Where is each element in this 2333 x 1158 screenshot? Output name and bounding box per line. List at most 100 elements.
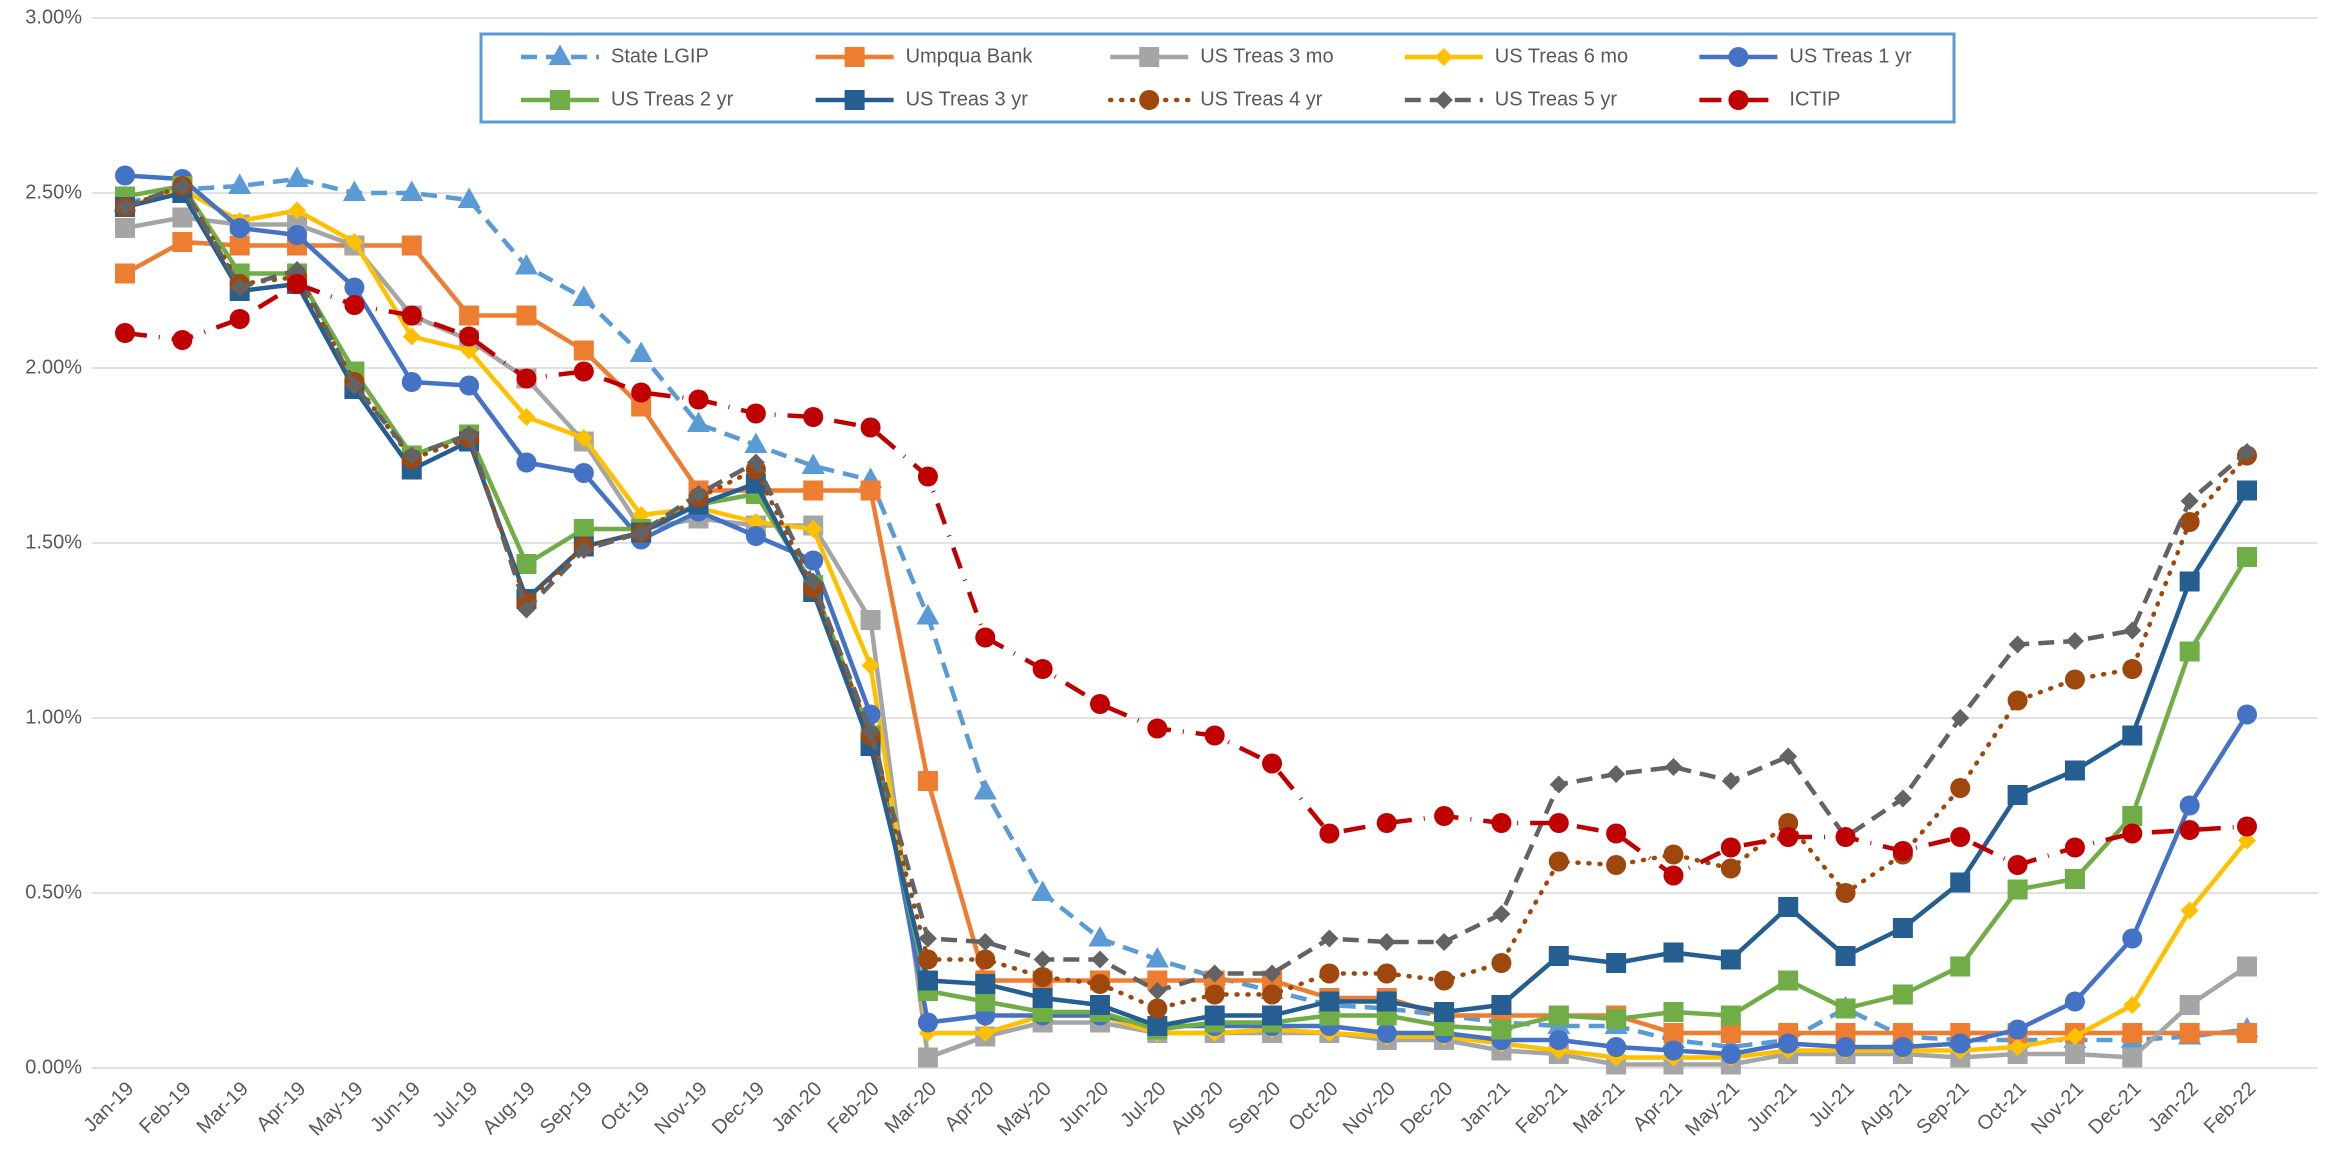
marker bbox=[1491, 995, 1512, 1015]
marker bbox=[1148, 982, 1167, 1000]
x-tick-label: Jul-20 bbox=[1117, 1078, 1171, 1132]
marker bbox=[976, 1024, 995, 1042]
marker bbox=[1606, 953, 1627, 973]
marker bbox=[631, 382, 652, 403]
marker bbox=[345, 376, 364, 395]
marker bbox=[861, 656, 880, 675]
marker bbox=[2065, 632, 2084, 650]
marker bbox=[1892, 841, 1913, 861]
marker bbox=[917, 949, 938, 970]
marker bbox=[1950, 872, 1971, 893]
legend-label: ICTIP bbox=[1789, 88, 1840, 110]
marker bbox=[1262, 753, 1283, 774]
marker bbox=[860, 417, 881, 438]
marker bbox=[689, 485, 708, 503]
marker bbox=[2007, 690, 2028, 711]
legend-item: US Treas 4 yr bbox=[1107, 88, 1323, 110]
marker bbox=[746, 513, 765, 531]
marker bbox=[1607, 765, 1626, 783]
marker bbox=[573, 361, 594, 382]
marker bbox=[115, 218, 135, 238]
marker bbox=[1893, 789, 1912, 808]
x-tick-label: Aug-21 bbox=[1855, 1078, 1916, 1139]
x-tick-label: Feb-21 bbox=[1512, 1078, 1572, 1138]
legend-label: US Treas 2 yr bbox=[611, 88, 734, 110]
series-line bbox=[124, 183, 2249, 1032]
x-tick-label: Jun-19 bbox=[366, 1078, 425, 1137]
marker bbox=[2064, 869, 2085, 889]
x-tick-label: Oct-19 bbox=[596, 1078, 654, 1136]
marker bbox=[402, 327, 421, 346]
marker bbox=[1663, 1040, 1684, 1061]
x-tick-label: Oct-21 bbox=[1973, 1078, 2031, 1136]
marker bbox=[1376, 991, 1397, 1012]
marker bbox=[1663, 1002, 1684, 1022]
marker bbox=[1145, 947, 1169, 968]
series-line bbox=[123, 239, 2247, 1036]
marker bbox=[1205, 964, 1224, 983]
marker bbox=[1139, 47, 1160, 67]
marker bbox=[116, 198, 134, 216]
marker bbox=[2179, 1023, 2200, 1043]
marker bbox=[2064, 1044, 2085, 1064]
legend-item: US Treas 1 yr bbox=[1699, 45, 1912, 67]
marker bbox=[460, 341, 479, 360]
marker bbox=[1090, 950, 1109, 969]
marker bbox=[1320, 929, 1339, 948]
marker bbox=[2007, 879, 2028, 900]
marker bbox=[2179, 995, 2200, 1015]
marker bbox=[1139, 90, 1160, 110]
marker bbox=[1606, 823, 1627, 844]
x-tick-label: Jun-21 bbox=[1743, 1078, 1802, 1137]
plot-area bbox=[113, 165, 2259, 1075]
marker bbox=[514, 254, 538, 275]
marker bbox=[804, 572, 823, 591]
series-line bbox=[124, 190, 2249, 1029]
marker bbox=[172, 232, 193, 252]
marker bbox=[2123, 621, 2142, 640]
y-tick-label: 1.50% bbox=[25, 531, 82, 553]
series-line bbox=[124, 281, 2248, 878]
x-tick-label: Sep-20 bbox=[1224, 1078, 1285, 1139]
marker bbox=[1491, 953, 1512, 973]
marker bbox=[2122, 725, 2143, 746]
marker bbox=[2179, 571, 2200, 592]
marker bbox=[460, 425, 479, 444]
legend-label: US Treas 4 yr bbox=[1200, 88, 1323, 110]
marker bbox=[1720, 837, 1741, 858]
marker bbox=[1728, 47, 1749, 67]
marker bbox=[1377, 933, 1396, 951]
series-line bbox=[124, 176, 2248, 1050]
marker bbox=[1204, 1005, 1225, 1026]
marker bbox=[1147, 1016, 1168, 1036]
marker bbox=[975, 949, 996, 970]
marker bbox=[1032, 967, 1053, 987]
marker bbox=[1720, 1005, 1741, 1026]
marker bbox=[459, 375, 480, 396]
marker bbox=[2179, 512, 2200, 532]
marker bbox=[172, 207, 193, 228]
marker bbox=[2237, 547, 2257, 567]
x-tick-label: Oct-20 bbox=[1285, 1078, 1343, 1136]
marker bbox=[1434, 970, 1455, 991]
marker bbox=[1663, 844, 1684, 865]
marker bbox=[1779, 747, 1798, 766]
marker bbox=[917, 466, 938, 487]
marker bbox=[288, 261, 307, 279]
marker bbox=[1606, 855, 1627, 875]
marker bbox=[516, 368, 537, 389]
marker bbox=[1204, 725, 1225, 746]
x-tick-label: Sep-21 bbox=[1912, 1078, 1973, 1139]
marker bbox=[1319, 991, 1340, 1012]
marker bbox=[2064, 837, 2085, 858]
series-line bbox=[122, 183, 2250, 1011]
marker bbox=[1892, 1037, 1913, 1057]
marker bbox=[801, 453, 825, 474]
x-tick-label: Dec-19 bbox=[708, 1078, 769, 1139]
legend-item: US Treas 2 yr bbox=[521, 88, 734, 110]
x-tick-label: Aug-19 bbox=[479, 1078, 540, 1139]
x-tick-label: Mar-21 bbox=[1569, 1078, 1629, 1138]
marker bbox=[1376, 963, 1397, 984]
marker bbox=[1835, 998, 1856, 1019]
marker bbox=[2123, 996, 2142, 1014]
